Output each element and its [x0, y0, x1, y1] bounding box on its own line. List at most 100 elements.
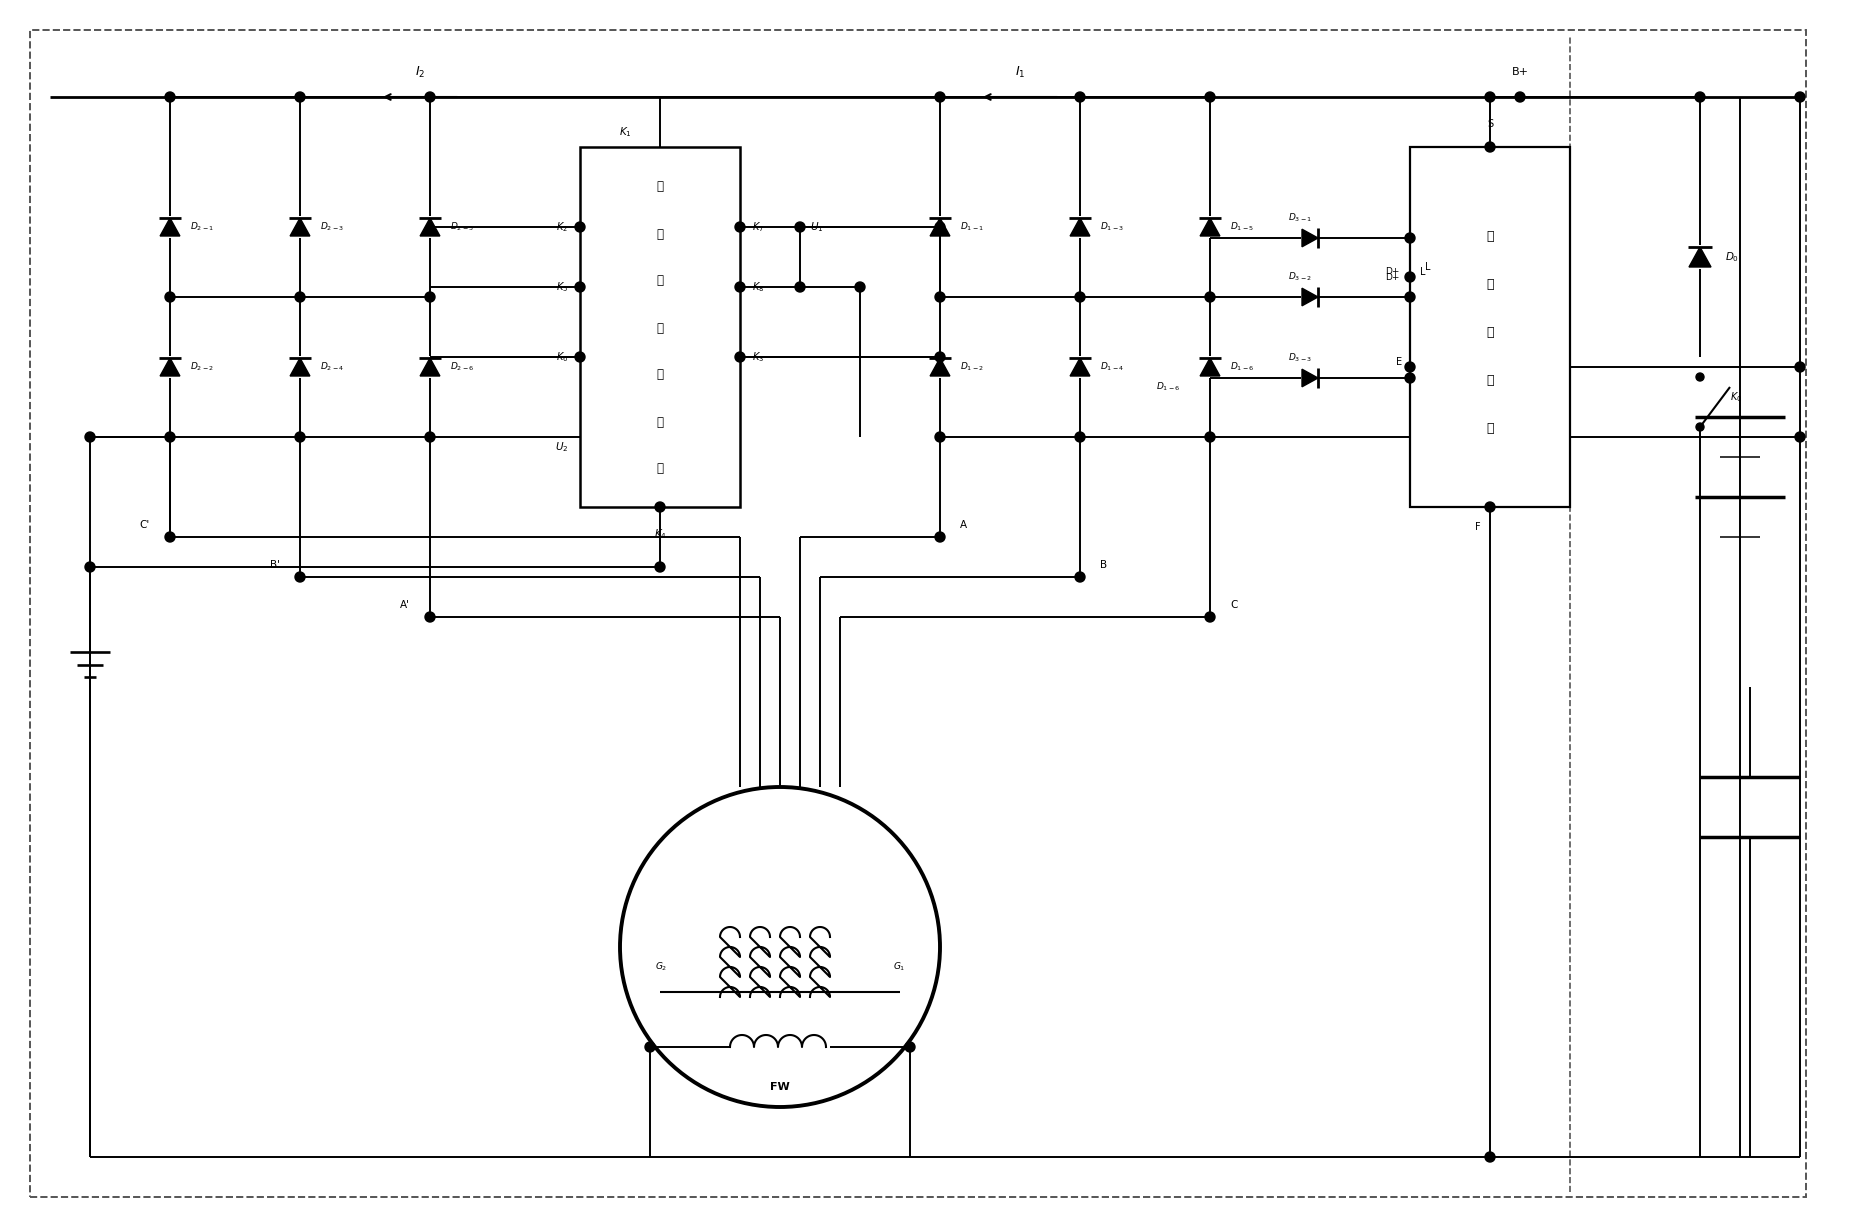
Circle shape: [1696, 373, 1704, 382]
Circle shape: [1205, 292, 1215, 302]
Polygon shape: [929, 218, 950, 236]
Circle shape: [295, 292, 304, 302]
Circle shape: [425, 292, 435, 302]
Circle shape: [735, 222, 745, 232]
Circle shape: [425, 432, 435, 442]
Text: $D_0$: $D_0$: [1724, 250, 1739, 264]
Text: $D_{3-1}$: $D_{3-1}$: [1288, 212, 1312, 225]
Circle shape: [1405, 272, 1414, 282]
Text: $D_{1-6}$: $D_{1-6}$: [1155, 380, 1179, 393]
Text: $K_7$: $K_7$: [752, 220, 765, 234]
Circle shape: [935, 292, 944, 302]
Circle shape: [295, 572, 304, 582]
Circle shape: [164, 432, 175, 442]
Circle shape: [795, 222, 804, 232]
Text: D+: D+: [1386, 267, 1400, 276]
Circle shape: [935, 222, 944, 232]
Text: $D_{1-6}$: $D_{1-6}$: [1230, 361, 1254, 373]
Text: $D_{2-6}$: $D_{2-6}$: [450, 361, 474, 373]
Text: B: B: [1099, 560, 1107, 571]
Circle shape: [655, 562, 664, 572]
Circle shape: [164, 533, 175, 542]
Circle shape: [1075, 92, 1084, 102]
Text: $D_{2-3}$: $D_{2-3}$: [319, 221, 343, 233]
Circle shape: [164, 292, 175, 302]
Circle shape: [655, 502, 664, 512]
Circle shape: [1485, 502, 1495, 512]
Text: C: C: [1230, 600, 1237, 610]
Text: L: L: [1420, 267, 1426, 277]
Text: $D_{2-4}$: $D_{2-4}$: [319, 361, 345, 373]
Text: FW: FW: [771, 1082, 789, 1092]
Bar: [1411, 147, 1569, 507]
Text: $K_1$: $K_1$: [620, 125, 631, 139]
Circle shape: [1795, 432, 1804, 442]
Polygon shape: [1689, 247, 1711, 267]
Circle shape: [935, 352, 944, 362]
Circle shape: [1075, 572, 1084, 582]
Text: 线: 线: [657, 275, 664, 287]
Text: $K_8$: $K_8$: [752, 280, 765, 294]
Text: 合: 合: [657, 368, 664, 382]
Polygon shape: [1302, 288, 1317, 306]
Text: $G_2$: $G_2$: [655, 961, 668, 973]
Polygon shape: [420, 218, 440, 236]
Text: $D_{3-2}$: $D_{3-2}$: [1288, 271, 1312, 283]
Circle shape: [86, 432, 95, 442]
Circle shape: [735, 282, 745, 292]
Text: F: F: [1476, 521, 1482, 533]
Text: A': A': [399, 600, 411, 610]
Text: C': C': [140, 520, 149, 530]
Circle shape: [425, 92, 435, 102]
Text: $D_{2-2}$: $D_{2-2}$: [190, 361, 215, 373]
Text: $D_{2-1}$: $D_{2-1}$: [190, 221, 215, 233]
Text: 双: 双: [657, 180, 664, 194]
Text: $I_2$: $I_2$: [414, 65, 425, 80]
Circle shape: [1205, 432, 1215, 442]
Text: $U_1$: $U_1$: [810, 220, 823, 234]
Circle shape: [1075, 432, 1084, 442]
Circle shape: [295, 432, 304, 442]
Text: 单: 单: [657, 416, 664, 428]
Text: D+: D+: [1386, 272, 1400, 281]
Circle shape: [1795, 92, 1804, 102]
Text: $D_{2-5}$: $D_{2-5}$: [450, 221, 474, 233]
Circle shape: [1515, 92, 1525, 102]
Circle shape: [86, 562, 95, 572]
Circle shape: [855, 282, 866, 292]
Text: 复: 复: [657, 321, 664, 335]
Circle shape: [164, 92, 175, 102]
Text: B+: B+: [1511, 67, 1528, 77]
Text: $K_4$: $K_4$: [653, 528, 666, 541]
Text: E: E: [1396, 357, 1401, 367]
Circle shape: [1485, 142, 1495, 152]
Text: $D_{1-2}$: $D_{1-2}$: [959, 361, 983, 373]
Text: $D_{1-1}$: $D_{1-1}$: [959, 221, 983, 233]
Text: $U_2$: $U_2$: [554, 440, 567, 454]
Text: $D_{3-3}$: $D_{3-3}$: [1288, 352, 1312, 364]
Text: A: A: [959, 520, 967, 530]
Circle shape: [1205, 92, 1215, 102]
Text: 齿: 齿: [657, 227, 664, 240]
Circle shape: [575, 352, 586, 362]
Circle shape: [905, 1042, 914, 1052]
Text: $K_3$: $K_3$: [752, 350, 765, 364]
Circle shape: [575, 282, 586, 292]
Polygon shape: [1200, 218, 1220, 236]
Circle shape: [935, 533, 944, 542]
Circle shape: [935, 92, 944, 102]
Polygon shape: [1302, 369, 1317, 387]
Circle shape: [1405, 292, 1414, 302]
Circle shape: [1696, 423, 1704, 431]
Polygon shape: [1069, 358, 1090, 375]
Text: $K_0$: $K_0$: [1730, 390, 1743, 404]
Circle shape: [1075, 292, 1084, 302]
Text: 节: 节: [1485, 374, 1495, 388]
Bar: [580, 147, 741, 507]
Text: L: L: [1426, 263, 1431, 272]
Circle shape: [1694, 92, 1706, 102]
Circle shape: [1485, 92, 1495, 102]
Circle shape: [795, 282, 804, 292]
Polygon shape: [929, 358, 950, 375]
Polygon shape: [160, 358, 179, 375]
